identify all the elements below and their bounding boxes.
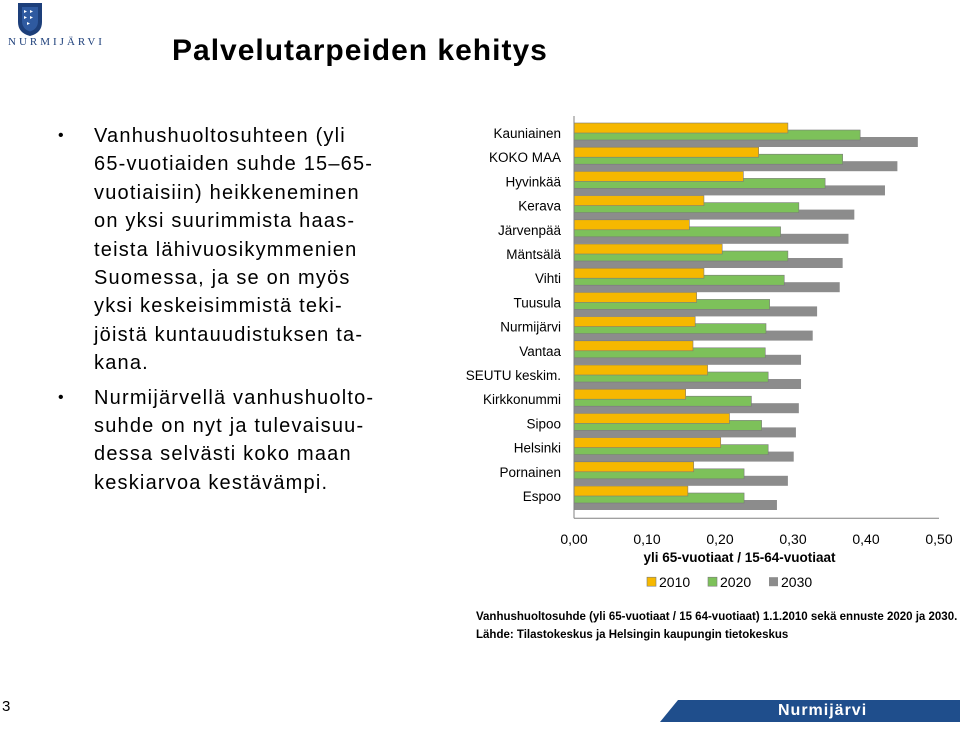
x-tick-label: 0,50 <box>925 531 952 547</box>
category-label: Vantaa <box>519 344 561 359</box>
bar-2010 <box>573 316 696 327</box>
bar-2010 <box>573 364 708 376</box>
legend-label-2020: 2020 <box>720 574 751 590</box>
logo-wordmark: NURMIJÄRVI <box>8 36 105 48</box>
bullet-item: • Nurmijärvellä vanhushuolto- suhde on ny… <box>58 384 448 498</box>
category-label: Vihti <box>535 271 561 286</box>
bar-2030 <box>574 330 813 341</box>
category-label: Nurmijärvi <box>500 320 561 335</box>
category-label: Pornainen <box>499 465 561 480</box>
bullet-item: • Vanhushuoltosuhteen (yli 65-vuotiaiden … <box>58 122 448 378</box>
x-tick-label: 0,00 <box>560 531 587 547</box>
bar-2030 <box>574 427 796 438</box>
category-label: Järvenpää <box>498 223 562 238</box>
category-label: Kerava <box>518 199 561 214</box>
x-tick-label: 0,20 <box>706 531 733 547</box>
bar-2030 <box>574 209 855 220</box>
bullet-text: Vanhushuoltosuhteen (yli 65-vuotiaiden s… <box>94 125 374 375</box>
legend-swatch-2030 <box>769 577 778 587</box>
bar-2010 <box>573 171 744 182</box>
legend-swatch-2010 <box>646 576 657 587</box>
category-label: Helsinki <box>514 441 561 456</box>
legend-label-2030: 2030 <box>781 574 812 590</box>
bar-2010 <box>573 219 690 231</box>
bar-2030 <box>574 161 898 172</box>
bullet-dot-icon: • <box>58 388 65 406</box>
bar-2010 <box>573 413 730 424</box>
bullet-dot-icon: • <box>58 127 65 144</box>
category-label: Espoo <box>523 489 561 504</box>
bar-2030 <box>574 379 802 389</box>
bar-2030 <box>574 258 843 268</box>
nurmijarvi-logo: NURMIJÄRVI <box>8 2 138 54</box>
footer-band <box>660 700 960 722</box>
bar-2010 <box>573 195 705 206</box>
chart-caption: Vanhushuoltosuhde (yli 65-vuotiaat / 15 … <box>476 611 958 641</box>
category-label: KOKO MAA <box>489 150 561 165</box>
bar-2010 <box>573 292 697 303</box>
bullet-list: • Vanhushuoltosuhteen (yli 65-vuotiaiden … <box>58 122 448 497</box>
category-label: Hyvinkää <box>505 174 561 189</box>
bar-2010 <box>573 340 694 352</box>
category-label: Kirkkonummi <box>483 392 561 407</box>
bar-2010 <box>573 243 723 255</box>
x-axis-title: yli 65-vuotiaat / 15-64-vuotiaat <box>643 550 836 565</box>
bar-2030 <box>574 403 799 414</box>
category-label: Tuusula <box>513 295 561 310</box>
bar-2030 <box>574 500 777 510</box>
bar-2030 <box>574 282 840 293</box>
slide-number: 3 <box>2 698 11 715</box>
bar-2010 <box>573 267 705 279</box>
bar-2010 <box>573 388 686 400</box>
bar-2030 <box>574 475 788 486</box>
coat-of-arms-icon <box>18 3 42 36</box>
category-label: Kauniainen <box>493 126 561 141</box>
bar-2010 <box>573 485 689 497</box>
x-tick-label: 0,10 <box>633 531 660 547</box>
bar-2010 <box>573 461 695 473</box>
bar-2010 <box>573 437 722 448</box>
bullet-text: Nurmijärvellä vanhushuolto- suhde on nyt… <box>94 386 375 494</box>
bar-chart: Kauniainen KOKO MAA Hyvinkää Kerava Järvenpä… <box>466 116 953 590</box>
category-label: Mäntsälä <box>506 247 561 262</box>
bar-2030 <box>574 233 849 244</box>
legend-swatch-2020 <box>707 576 718 587</box>
x-tick-label: 0,30 <box>779 531 806 547</box>
legend-label-2010: 2010 <box>659 574 690 590</box>
x-tick-label: 0,40 <box>852 531 879 547</box>
bar-2030 <box>574 354 802 365</box>
bar-2030 <box>574 137 918 147</box>
category-label: Sipoo <box>526 416 561 431</box>
category-label: SEUTU keskim. <box>466 368 561 383</box>
bar-2030 <box>574 185 885 196</box>
bar-2030 <box>574 306 818 317</box>
bar-2010 <box>573 146 759 158</box>
page-title: Palvelutarpeiden kehitys <box>172 34 548 67</box>
footer-brand: Nurmijärvi <box>778 702 868 719</box>
bar-2030 <box>574 451 794 462</box>
bar-2010 <box>573 122 789 134</box>
